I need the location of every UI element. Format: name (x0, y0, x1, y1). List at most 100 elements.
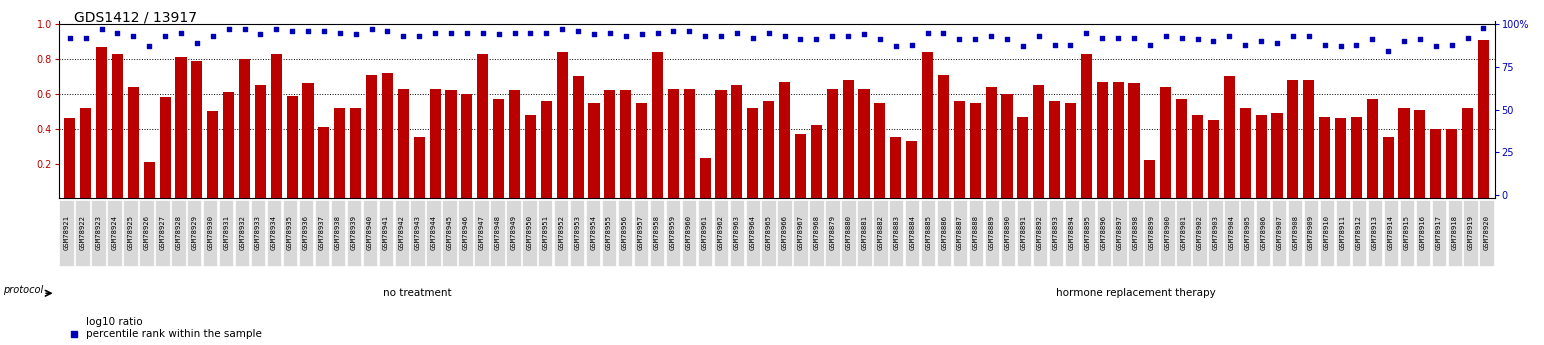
Text: GSM78887: GSM78887 (957, 215, 963, 250)
Bar (540, 101, 551, 198)
FancyBboxPatch shape (587, 200, 601, 266)
Bar (398, 89, 409, 198)
FancyBboxPatch shape (76, 200, 90, 266)
Bar (128, 87, 139, 198)
Text: GSM78883: GSM78883 (894, 215, 899, 250)
Point (438, 30, 463, 36)
Point (787, 37, 812, 42)
Point (249, 32, 273, 37)
Text: GSM78895: GSM78895 (1085, 215, 1090, 250)
Text: protocol: protocol (3, 285, 43, 295)
FancyBboxPatch shape (1048, 200, 1062, 266)
FancyBboxPatch shape (139, 200, 153, 266)
Bar (636, 102, 647, 198)
Bar (1240, 108, 1251, 198)
Bar (159, 97, 171, 198)
Text: GSM78956: GSM78956 (622, 215, 628, 250)
FancyBboxPatch shape (411, 200, 425, 266)
Point (1424, 43, 1448, 49)
Point (296, 28, 321, 34)
Text: GSM78912: GSM78912 (1356, 215, 1362, 250)
FancyBboxPatch shape (1096, 200, 1110, 266)
Text: GSM78909: GSM78909 (1308, 215, 1314, 250)
Text: GSM78947: GSM78947 (479, 215, 485, 250)
FancyBboxPatch shape (1400, 200, 1414, 266)
Point (1075, 30, 1099, 36)
Point (408, 33, 432, 39)
Text: GSM78939: GSM78939 (350, 215, 357, 250)
Point (105, 30, 130, 36)
FancyBboxPatch shape (953, 200, 967, 266)
Text: GSM78968: GSM78968 (814, 215, 820, 250)
FancyBboxPatch shape (809, 200, 823, 266)
Point (1456, 35, 1481, 41)
FancyBboxPatch shape (1272, 200, 1286, 266)
FancyBboxPatch shape (171, 200, 185, 266)
Bar (1288, 80, 1299, 198)
Bar (747, 108, 758, 198)
Bar (1065, 102, 1076, 198)
Point (1027, 33, 1051, 39)
Point (264, 27, 289, 32)
Bar (1177, 99, 1187, 198)
Text: GDS1412 / 13917: GDS1412 / 13917 (74, 10, 198, 24)
Text: GSM78924: GSM78924 (111, 215, 117, 250)
Point (471, 30, 496, 36)
Text: GSM78959: GSM78959 (670, 215, 676, 250)
FancyBboxPatch shape (1033, 200, 1047, 266)
FancyBboxPatch shape (1320, 200, 1334, 266)
Point (1186, 37, 1210, 42)
Text: GSM78910: GSM78910 (1325, 215, 1329, 250)
FancyBboxPatch shape (1416, 200, 1430, 266)
Point (724, 30, 749, 36)
Text: GSM78932: GSM78932 (239, 215, 245, 250)
Point (1297, 33, 1322, 39)
FancyBboxPatch shape (300, 200, 313, 266)
Bar (191, 61, 202, 198)
Bar (318, 127, 329, 198)
Text: GSM78922: GSM78922 (80, 215, 85, 250)
Point (1391, 38, 1416, 44)
FancyBboxPatch shape (635, 200, 648, 266)
Text: GSM78900: GSM78900 (1164, 215, 1170, 250)
Bar (604, 90, 616, 198)
Point (1312, 42, 1337, 47)
Point (1090, 35, 1115, 41)
Point (598, 30, 622, 36)
Point (582, 32, 607, 37)
Point (1106, 35, 1130, 41)
Text: GSM78920: GSM78920 (1484, 215, 1490, 250)
FancyBboxPatch shape (363, 200, 377, 266)
Bar (366, 75, 377, 198)
Point (73, 35, 97, 41)
Bar (144, 162, 154, 198)
FancyBboxPatch shape (187, 200, 201, 266)
FancyBboxPatch shape (315, 200, 329, 266)
Bar (588, 102, 599, 198)
FancyBboxPatch shape (874, 200, 888, 266)
Point (312, 28, 337, 34)
Text: GSM78904: GSM78904 (1229, 215, 1234, 250)
Point (1328, 43, 1353, 49)
Text: GSM78937: GSM78937 (320, 215, 324, 250)
Text: GSM78967: GSM78967 (798, 215, 803, 250)
Text: GSM78925: GSM78925 (128, 215, 133, 250)
Point (772, 33, 797, 39)
Bar (1048, 101, 1061, 198)
Point (741, 35, 766, 41)
Text: GSM78893: GSM78893 (1053, 215, 1059, 250)
Text: GSM78899: GSM78899 (1149, 215, 1155, 250)
Point (137, 43, 162, 49)
Point (852, 32, 877, 37)
Bar (1462, 108, 1473, 198)
FancyBboxPatch shape (1224, 200, 1238, 266)
Text: GSM78898: GSM78898 (1133, 215, 1138, 250)
FancyBboxPatch shape (1017, 200, 1031, 266)
Bar (1129, 83, 1139, 198)
Point (1343, 42, 1368, 47)
Text: GSM78960: GSM78960 (686, 215, 692, 250)
Text: GSM78917: GSM78917 (1436, 215, 1442, 250)
Text: GSM78881: GSM78881 (862, 215, 868, 250)
Bar (1351, 117, 1362, 198)
Bar (1366, 99, 1377, 198)
